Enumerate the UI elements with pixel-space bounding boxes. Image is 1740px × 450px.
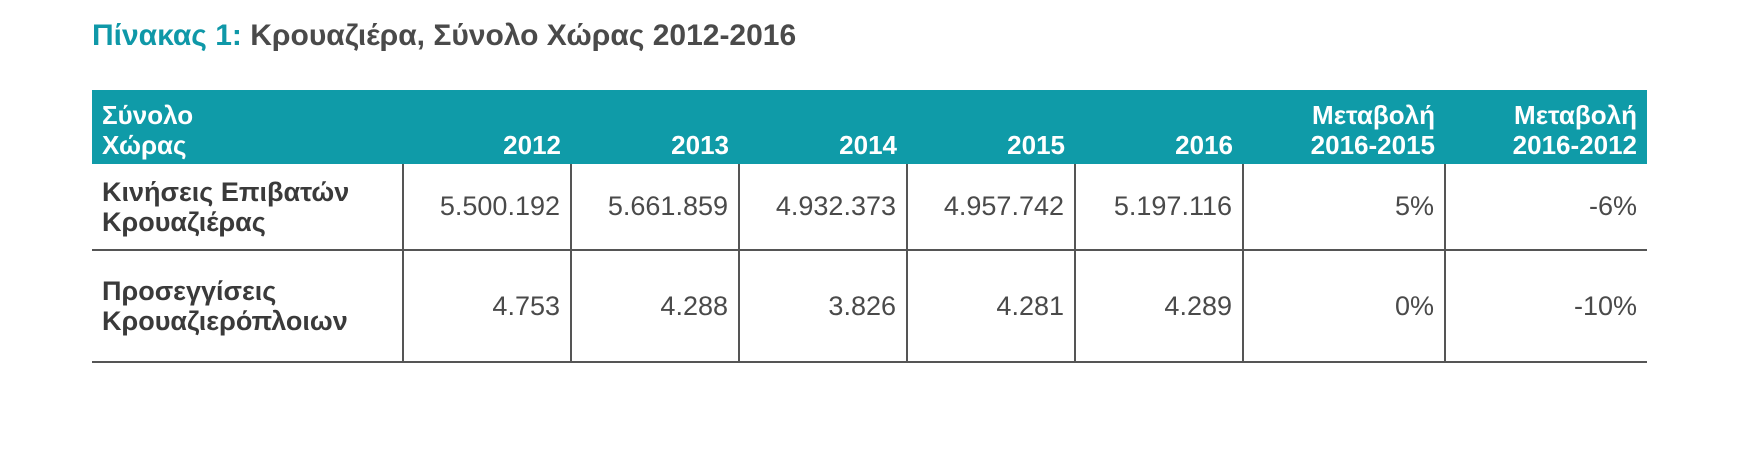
- table-row-passengers: Κινήσεις Επιβατών Κρουαζιέρας 5.500.192 …: [92, 164, 1647, 251]
- header-change-2016-2012: Μεταβολή 2016-2012: [1512, 100, 1637, 160]
- cell-2016: 5.197.116: [1074, 164, 1243, 251]
- cell-2014: 3.826: [738, 250, 907, 363]
- cell-2016: 4.289: [1074, 250, 1243, 363]
- cell-2012: 5.500.192: [402, 164, 571, 251]
- cell-change-2016-2012: -10%: [1444, 250, 1647, 363]
- cell-2013: 5.661.859: [570, 164, 739, 251]
- header-country-total: Σύνολο Χώρας: [102, 100, 194, 160]
- title-prefix: Πίνακας 1:: [92, 19, 242, 52]
- cell-2014: 4.932.373: [738, 164, 907, 251]
- table-body: Κινήσεις Επιβατών Κρουαζιέρας 5.500.192 …: [92, 164, 1647, 363]
- cell-change-2016-2015: 5%: [1242, 164, 1445, 251]
- header-2013: 2013: [671, 130, 729, 160]
- cell-change-2016-2015: 0%: [1242, 250, 1445, 363]
- header-2012: 2012: [503, 130, 561, 160]
- row-label: Προσεγγίσεις Κρουαζιερόπλοιων: [92, 250, 403, 363]
- header-change-2016-2015: Μεταβολή 2016-2015: [1310, 100, 1435, 160]
- table-header: Σύνολο Χώρας 2012 2013 2014 2015 2016 Με…: [92, 90, 1647, 164]
- row-label: Κινήσεις Επιβατών Κρουαζιέρας: [92, 164, 403, 251]
- cell-change-2016-2012: -6%: [1444, 164, 1647, 251]
- header-2014: 2014: [839, 130, 897, 160]
- page-title: Πίνακας 1: Κρουαζιέρα, Σύνολο Χώρας 2012…: [92, 16, 796, 56]
- data-table: Σύνολο Χώρας 2012 2013 2014 2015 2016 Με…: [92, 90, 1647, 363]
- header-row: Σύνολο Χώρας 2012 2013 2014 2015 2016 Με…: [92, 90, 1647, 164]
- header-2016: 2016: [1175, 130, 1233, 160]
- cell-2012: 4.753: [402, 250, 571, 363]
- table-row-ship-calls: Προσεγγίσεις Κρουαζιερόπλοιων 4.753 4.28…: [92, 250, 1647, 363]
- cell-2015: 4.281: [906, 250, 1075, 363]
- title-main: Κρουαζιέρα, Σύνολο Χώρας 2012-2016: [250, 19, 797, 52]
- cell-2013: 4.288: [570, 250, 739, 363]
- header-2015: 2015: [1007, 130, 1065, 160]
- cell-2015: 4.957.742: [906, 164, 1075, 251]
